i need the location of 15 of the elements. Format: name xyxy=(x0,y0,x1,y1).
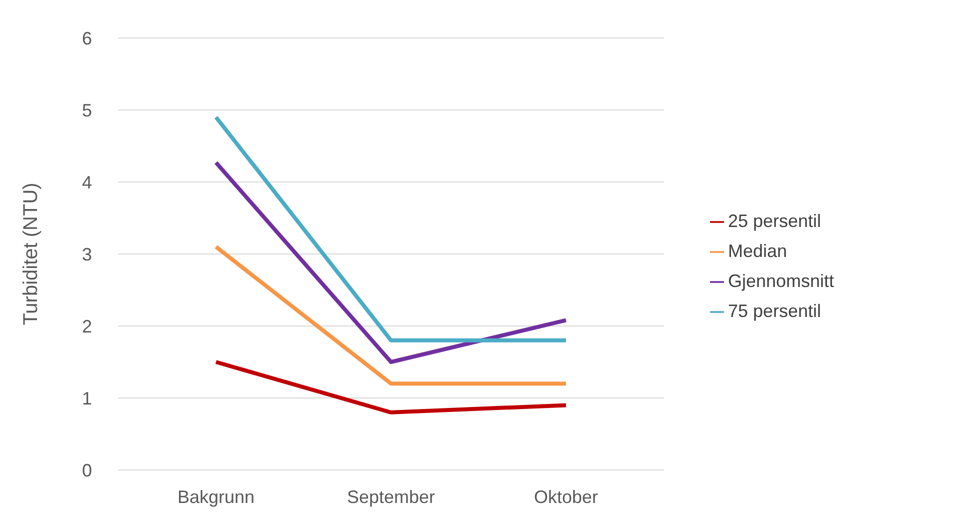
y-tick-label: 1 xyxy=(82,388,92,408)
y-axis-title: Turbiditet (NTU) xyxy=(20,182,42,326)
y-tick-label: 5 xyxy=(82,100,92,120)
y-tick-label: 4 xyxy=(82,172,92,192)
x-tick-label: September xyxy=(346,486,436,507)
y-tick-label: 6 xyxy=(82,28,92,48)
legend-label: Median xyxy=(728,240,788,260)
legend-label: 25 persentil xyxy=(728,210,822,230)
legend-label: Gjennomsnitt xyxy=(728,270,834,290)
x-tick-label: Bakgrunn xyxy=(177,486,255,507)
legend-label: 75 persentil xyxy=(728,300,822,320)
y-tick-label: 0 xyxy=(82,460,92,480)
y-tick-label: 3 xyxy=(82,244,92,264)
y-tick-label: 2 xyxy=(82,316,92,336)
x-tick-label: Oktober xyxy=(534,486,598,507)
